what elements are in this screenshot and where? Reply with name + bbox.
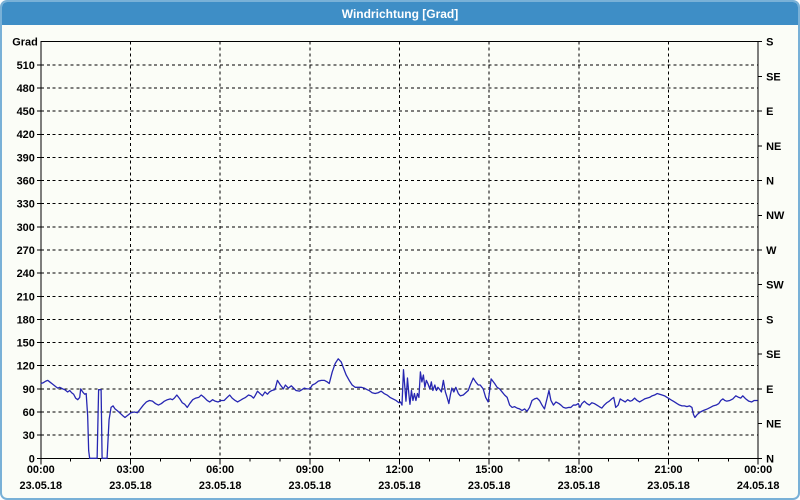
- svg-text:480: 480: [17, 83, 35, 95]
- series-windrichtung-line: [40, 358, 758, 459]
- svg-text:23.05.18: 23.05.18: [199, 480, 242, 492]
- svg-text:330: 330: [17, 199, 35, 211]
- svg-text:270: 270: [17, 245, 35, 257]
- svg-text:60: 60: [23, 407, 35, 419]
- svg-text:SE: SE: [766, 71, 781, 83]
- svg-text:180: 180: [17, 314, 35, 326]
- svg-text:SW: SW: [766, 280, 784, 292]
- svg-text:00:00: 00:00: [744, 464, 772, 476]
- svg-text:E: E: [766, 384, 773, 396]
- svg-text:360: 360: [17, 176, 35, 188]
- svg-text:23.05.18: 23.05.18: [289, 480, 332, 492]
- svg-text:00:00: 00:00: [27, 464, 55, 476]
- svg-text:21:00: 21:00: [655, 464, 683, 476]
- svg-text:23.05.18: 23.05.18: [647, 480, 690, 492]
- right-axis-labels: N NE E SE S SW W NW N NE E SE S: [758, 37, 785, 465]
- window-title: Windrichtung [Grad]: [341, 6, 459, 21]
- svg-text:120: 120: [17, 361, 35, 373]
- svg-text:12:00: 12:00: [386, 464, 414, 476]
- svg-text:23.05.18: 23.05.18: [109, 480, 152, 492]
- left-axis-unit: Grad: [12, 37, 38, 49]
- svg-text:90: 90: [23, 384, 35, 396]
- svg-text:450: 450: [17, 106, 35, 118]
- svg-text:420: 420: [17, 129, 35, 141]
- svg-text:150: 150: [17, 338, 35, 350]
- svg-text:NE: NE: [766, 141, 781, 153]
- svg-text:240: 240: [17, 268, 35, 280]
- svg-text:N: N: [766, 453, 774, 465]
- svg-text:23.05.18: 23.05.18: [378, 480, 421, 492]
- svg-text:23.05.18: 23.05.18: [558, 480, 601, 492]
- svg-text:N: N: [766, 176, 774, 188]
- svg-text:23.05.18: 23.05.18: [20, 480, 63, 492]
- svg-text:510: 510: [17, 60, 35, 72]
- svg-text:03:00: 03:00: [117, 464, 145, 476]
- grid-lines: [40, 41, 759, 459]
- svg-text:09:00: 09:00: [296, 464, 324, 476]
- svg-text:210: 210: [17, 291, 35, 303]
- svg-text:18:00: 18:00: [565, 464, 593, 476]
- svg-text:0: 0: [29, 453, 35, 465]
- svg-text:23.05.18: 23.05.18: [468, 480, 511, 492]
- svg-text:S: S: [766, 314, 773, 326]
- svg-text:S: S: [766, 37, 773, 49]
- svg-text:390: 390: [17, 152, 35, 164]
- svg-text:NE: NE: [766, 419, 781, 431]
- x-axis-labels: 00:00 23.05.18 03:00 23.05.18 06:00 23.05.18 0…: [20, 458, 780, 492]
- svg-text:NW: NW: [766, 210, 785, 222]
- svg-text:300: 300: [17, 222, 35, 234]
- left-axis-labels: 0 30 60 90 120 150 180 210 240 270 300 330 360 390 420…: [12, 37, 41, 465]
- window-titlebar[interactable]: Windrichtung [Grad]: [2, 2, 798, 25]
- svg-text:E: E: [766, 106, 773, 118]
- svg-text:30: 30: [23, 430, 35, 442]
- svg-text:06:00: 06:00: [206, 464, 234, 476]
- svg-text:24.05.18: 24.05.18: [737, 480, 780, 492]
- svg-text:15:00: 15:00: [475, 464, 503, 476]
- svg-text:W: W: [766, 245, 777, 257]
- svg-text:SE: SE: [766, 349, 781, 361]
